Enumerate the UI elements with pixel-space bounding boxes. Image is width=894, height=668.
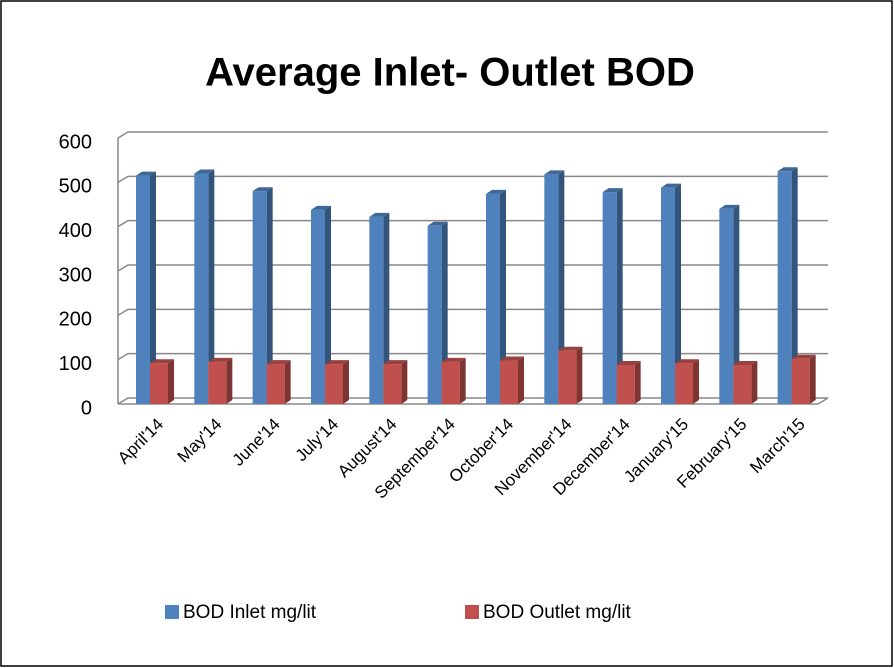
bar [733, 364, 752, 404]
y-tick-label: 300 [59, 264, 92, 286]
bar-top [719, 204, 740, 209]
bar [500, 360, 518, 404]
grid-line [117, 264, 828, 272]
y-tick-label: 400 [59, 220, 92, 242]
bar-top [733, 360, 758, 365]
bar-top [602, 188, 623, 193]
bar-side [284, 360, 291, 404]
bar [266, 364, 285, 404]
bar-top [441, 357, 466, 362]
bar-top [427, 221, 448, 226]
bar-side [576, 346, 583, 404]
bar [325, 364, 343, 404]
bar-side [733, 204, 740, 404]
bar [441, 361, 460, 404]
bar [675, 363, 693, 404]
legend-label: BOD Outlet mg/lit [483, 602, 632, 623]
bar-top [675, 359, 699, 364]
y-tick-label: 100 [59, 353, 92, 375]
grid-line [117, 175, 828, 183]
bar-side [809, 354, 816, 404]
bar [544, 174, 559, 404]
bar [777, 171, 792, 404]
bar [616, 364, 635, 404]
bar-side [226, 357, 233, 404]
bar-side [208, 169, 215, 404]
chart-title: Average Inlet- Outlet BOD [205, 51, 695, 95]
bar-top [486, 189, 506, 194]
bar [427, 225, 442, 404]
bar [369, 216, 384, 404]
bar-top [208, 357, 233, 362]
bar-side [150, 171, 156, 404]
bar-side [168, 359, 174, 404]
legend-label: BOD Inlet mg/lit [183, 602, 317, 623]
bar [661, 187, 675, 404]
bar [791, 358, 810, 404]
legend-swatch [465, 605, 479, 619]
bar-side [401, 360, 408, 404]
bar-top [325, 360, 349, 365]
grid-line [117, 352, 828, 361]
bar-top [791, 354, 816, 359]
bar-side [693, 359, 699, 404]
bar-top [252, 187, 273, 192]
bar [719, 208, 734, 404]
bar-top [136, 171, 156, 176]
y-tick-label: 0 [81, 397, 92, 419]
bar-top [661, 183, 681, 188]
bar [194, 173, 209, 404]
bar-top [777, 167, 798, 172]
bar-side [500, 189, 506, 404]
bar-top [311, 205, 331, 210]
bar-side [343, 360, 349, 404]
grid-line [117, 397, 828, 405]
y-tick-label: 200 [59, 309, 92, 331]
bar [311, 209, 325, 404]
bar [208, 361, 227, 404]
bar-top [369, 212, 390, 217]
bar [150, 363, 168, 404]
x-axis [118, 397, 829, 405]
bar-side [266, 187, 273, 404]
bar [486, 193, 500, 404]
bar [252, 191, 267, 404]
bar [558, 350, 577, 404]
bar-top [500, 356, 524, 361]
bar-top [194, 169, 215, 174]
bar-side [616, 188, 623, 404]
grid-line [117, 308, 828, 316]
bar-side [558, 170, 565, 404]
bar-side [634, 360, 641, 404]
bar-side [441, 221, 448, 404]
bar-side [325, 205, 331, 404]
bar-side [459, 357, 466, 404]
bar-top [266, 360, 291, 365]
bar [383, 364, 402, 404]
bar-top [616, 360, 641, 365]
bar-side [383, 212, 390, 404]
bar-top [544, 170, 565, 175]
bar-top [383, 360, 408, 365]
bar-side [675, 183, 681, 404]
grid-line [117, 219, 828, 228]
bar-top [150, 359, 174, 364]
bar [602, 192, 617, 404]
bar-side [751, 360, 758, 404]
y-tick-label: 500 [59, 176, 92, 198]
bar-side [518, 356, 524, 404]
grid-line [117, 131, 828, 139]
y-tick-label: 600 [59, 131, 92, 153]
legend-swatch [165, 605, 179, 619]
bar [136, 175, 150, 404]
bar-top [558, 346, 583, 351]
bar-side [791, 167, 798, 404]
